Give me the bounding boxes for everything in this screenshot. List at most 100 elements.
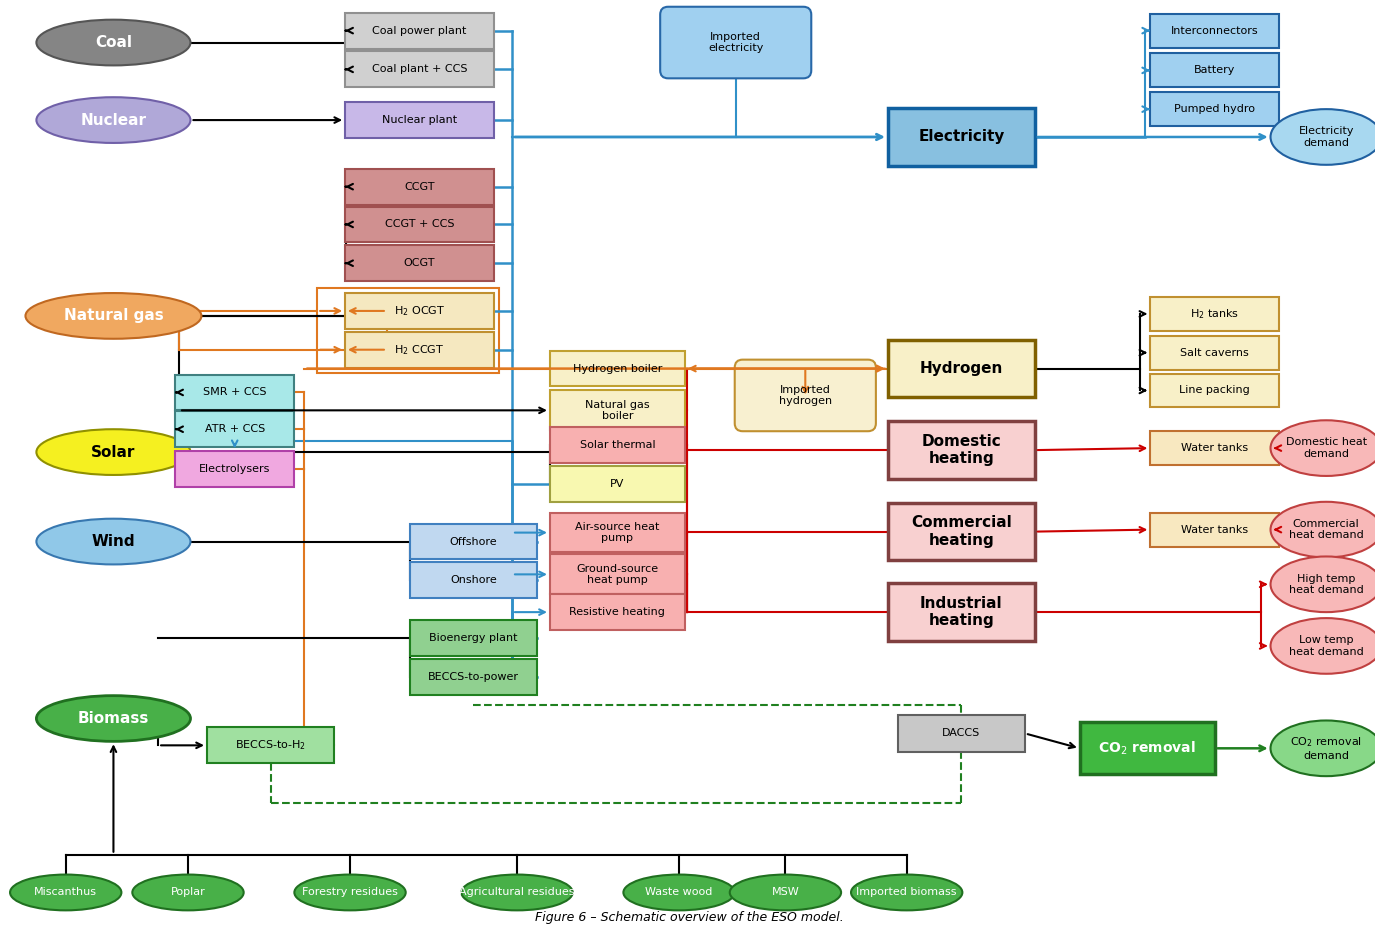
Ellipse shape (1270, 618, 1379, 674)
Text: Bioenergy plant: Bioenergy plant (429, 633, 517, 643)
Ellipse shape (1270, 556, 1379, 612)
FancyBboxPatch shape (1150, 336, 1280, 369)
Ellipse shape (729, 874, 841, 911)
Text: Line packing: Line packing (1179, 385, 1251, 396)
Text: BECCS-to-power: BECCS-to-power (427, 671, 519, 682)
FancyBboxPatch shape (1150, 297, 1280, 331)
FancyBboxPatch shape (550, 427, 685, 463)
FancyBboxPatch shape (410, 659, 536, 695)
Ellipse shape (1270, 109, 1379, 165)
Text: Coal: Coal (95, 35, 132, 50)
Text: Air-source heat
pump: Air-source heat pump (575, 522, 659, 543)
Text: Ground-source
heat pump: Ground-source heat pump (576, 564, 659, 585)
Text: Imported biomass: Imported biomass (856, 887, 957, 898)
Text: Electricity: Electricity (918, 129, 1004, 145)
Text: Natural gas
boiler: Natural gas boiler (585, 399, 650, 421)
Text: Hydrogen boiler: Hydrogen boiler (572, 364, 662, 374)
Text: Water tanks: Water tanks (1182, 443, 1248, 453)
Ellipse shape (623, 874, 735, 911)
Text: Domestic
heating: Domestic heating (921, 434, 1001, 467)
Text: Water tanks: Water tanks (1182, 525, 1248, 535)
Text: H$_2$ CCGT: H$_2$ CCGT (394, 343, 445, 356)
Text: Commercial
heat demand: Commercial heat demand (1289, 519, 1364, 540)
Ellipse shape (36, 20, 190, 65)
Text: H$_2$ tanks: H$_2$ tanks (1190, 307, 1240, 321)
Text: Nuclear: Nuclear (80, 112, 146, 127)
FancyBboxPatch shape (345, 51, 494, 87)
FancyBboxPatch shape (735, 360, 876, 431)
FancyBboxPatch shape (661, 7, 811, 79)
Text: Hydrogen: Hydrogen (920, 361, 1003, 376)
FancyBboxPatch shape (550, 595, 685, 630)
Text: Biomass: Biomass (77, 711, 149, 726)
Text: CCGT: CCGT (404, 181, 434, 192)
Text: OCGT: OCGT (404, 258, 436, 268)
Text: Coal power plant: Coal power plant (372, 25, 467, 36)
FancyBboxPatch shape (888, 108, 1034, 165)
Text: Solar thermal: Solar thermal (579, 440, 655, 450)
Text: SMR + CCS: SMR + CCS (203, 387, 266, 397)
Ellipse shape (132, 874, 244, 911)
FancyBboxPatch shape (1150, 93, 1280, 126)
Text: Forestry residues: Forestry residues (302, 887, 399, 898)
FancyBboxPatch shape (175, 375, 294, 410)
Ellipse shape (462, 874, 572, 911)
Text: Figure 6 – Schematic overview of the ESO model.: Figure 6 – Schematic overview of the ESO… (535, 912, 844, 925)
FancyBboxPatch shape (345, 207, 494, 242)
Text: Wind: Wind (91, 534, 135, 549)
FancyBboxPatch shape (175, 411, 294, 447)
FancyBboxPatch shape (1150, 431, 1280, 465)
FancyBboxPatch shape (888, 339, 1034, 397)
Text: PV: PV (611, 479, 625, 489)
FancyBboxPatch shape (345, 102, 494, 138)
Ellipse shape (25, 293, 201, 338)
Text: Poplar: Poplar (171, 887, 205, 898)
FancyBboxPatch shape (345, 13, 494, 49)
FancyBboxPatch shape (1150, 53, 1280, 87)
Text: Battery: Battery (1194, 65, 1236, 76)
Text: Interconnectors: Interconnectors (1171, 25, 1259, 36)
FancyBboxPatch shape (207, 727, 334, 763)
Text: Pumped hydro: Pumped hydro (1175, 104, 1255, 114)
Text: Agricultural residues: Agricultural residues (459, 887, 575, 898)
Ellipse shape (851, 874, 963, 911)
Text: Resistive heating: Resistive heating (570, 607, 666, 617)
Text: Solar: Solar (91, 444, 135, 460)
Text: CO$_2$ removal
demand: CO$_2$ removal demand (1291, 736, 1362, 761)
Text: Natural gas: Natural gas (63, 309, 163, 324)
FancyBboxPatch shape (1150, 374, 1280, 408)
Ellipse shape (36, 696, 190, 741)
Text: Domestic heat
demand: Domestic heat demand (1285, 438, 1367, 459)
Text: Imported
electricity: Imported electricity (707, 32, 764, 53)
FancyBboxPatch shape (345, 245, 494, 281)
Text: DACCS: DACCS (942, 728, 980, 739)
Text: High temp
heat demand: High temp heat demand (1289, 573, 1364, 595)
FancyBboxPatch shape (410, 563, 536, 598)
FancyBboxPatch shape (550, 466, 685, 502)
FancyBboxPatch shape (888, 583, 1034, 641)
Text: H$_2$ OCGT: H$_2$ OCGT (394, 304, 445, 318)
Ellipse shape (10, 874, 121, 911)
FancyBboxPatch shape (888, 422, 1034, 479)
FancyBboxPatch shape (550, 554, 685, 595)
FancyBboxPatch shape (410, 524, 536, 559)
Ellipse shape (36, 97, 190, 143)
FancyBboxPatch shape (345, 169, 494, 205)
Ellipse shape (1270, 502, 1379, 557)
Text: Waste wood: Waste wood (645, 887, 713, 898)
Text: Salt caverns: Salt caverns (1180, 348, 1249, 358)
Text: Electrolysers: Electrolysers (199, 464, 270, 474)
Ellipse shape (1270, 721, 1379, 776)
Text: Imported
hydrogen: Imported hydrogen (779, 384, 832, 406)
FancyBboxPatch shape (345, 293, 494, 329)
FancyBboxPatch shape (1150, 14, 1280, 48)
Ellipse shape (1270, 420, 1379, 476)
Text: Industrial
heating: Industrial heating (920, 596, 1003, 628)
FancyBboxPatch shape (1080, 723, 1215, 774)
FancyBboxPatch shape (898, 714, 1025, 753)
FancyBboxPatch shape (550, 512, 685, 553)
FancyBboxPatch shape (550, 391, 685, 430)
Ellipse shape (36, 429, 190, 475)
Text: Miscanthus: Miscanthus (34, 887, 98, 898)
Text: ATR + CCS: ATR + CCS (204, 424, 265, 434)
